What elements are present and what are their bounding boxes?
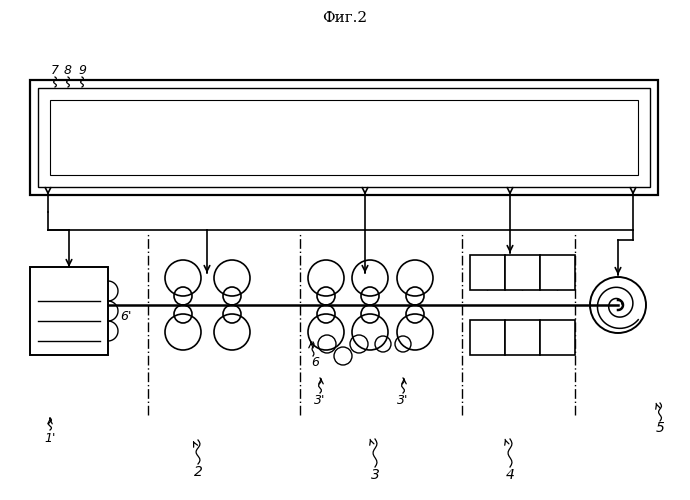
Text: 3': 3' [397,394,408,406]
Bar [504,320,540,355]
Bar [50,100,638,175]
Text: 7: 7 [51,64,59,76]
Text: 9: 9 [78,64,86,76]
Bar [30,267,108,355]
Text: 3': 3' [315,394,326,406]
Text: Фиг.2: Фиг.2 [322,11,368,25]
Bar [469,320,504,355]
Text: 2: 2 [194,465,202,479]
Bar [540,320,575,355]
Text: 8: 8 [64,64,72,76]
Text: 6': 6' [120,310,131,324]
Bar [30,80,658,195]
Bar [469,255,504,290]
Bar [540,255,575,290]
Bar [38,88,650,187]
Text: 3: 3 [371,468,380,482]
Text: 6: 6 [311,356,319,368]
Bar [504,255,540,290]
Text: 5: 5 [656,421,664,435]
Text: 1': 1' [44,432,56,444]
Text: 4: 4 [506,468,515,482]
